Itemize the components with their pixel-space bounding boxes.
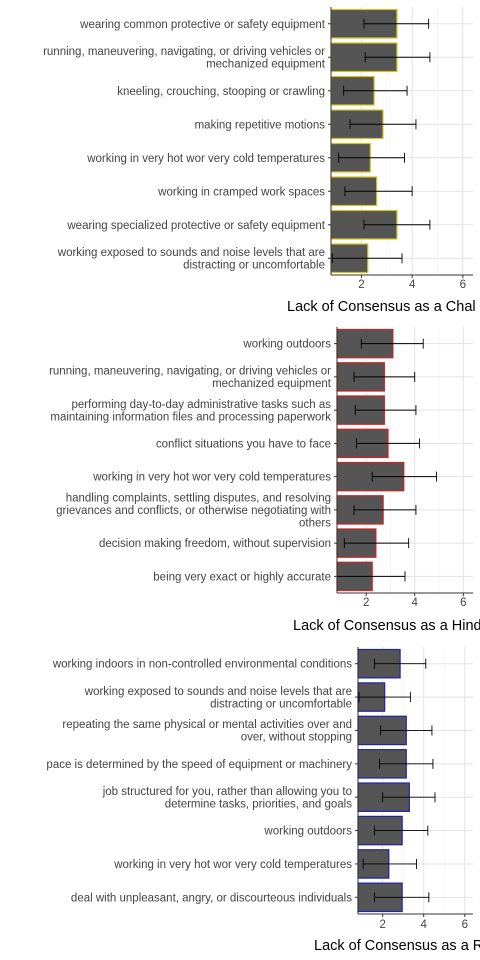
error-bar [363, 18, 430, 29]
category-label-line: working in very hot wor very cold temper… [86, 153, 325, 165]
category-label-line: working indoors in non-controlled enviro… [52, 659, 352, 671]
category-label-line: distracting or uncomfortable [210, 698, 352, 710]
category-label-line: working in very hot wor very cold temper… [92, 472, 331, 484]
category-label: working in very hot wor very cold temper… [113, 859, 352, 871]
category-label: working exposed to sounds and noise leve… [84, 686, 352, 711]
category-label: kneeling, crouching, stooping or crawlin… [117, 86, 325, 98]
category-label-line: pace is determined by the speed of equip… [46, 759, 352, 771]
category-label: pace is determined by the speed of equip… [46, 759, 352, 771]
category-label: deal with unpleasant, angry, or discourt… [71, 892, 352, 904]
category-label-line: over, without stopping [241, 732, 352, 744]
error-bar [373, 825, 429, 836]
error-bar [371, 471, 438, 482]
category-label: working outdoors [263, 826, 352, 838]
category-label-line: decision making freedom, without supervi… [99, 538, 331, 550]
category-label: conflict situations you have to face [156, 438, 331, 450]
error-bar [353, 504, 417, 515]
error-bar [344, 186, 413, 197]
error-bar [379, 758, 434, 769]
category-label-line: performing day-to-day administrative tas… [72, 399, 332, 411]
category-label: working indoors in non-controlled enviro… [52, 659, 352, 671]
category-label-line: maintaining information files and proces… [50, 411, 331, 423]
category-label-line: working exposed to sounds and noise leve… [57, 247, 325, 259]
category-label: working in very hot wor very cold temper… [86, 153, 325, 165]
category-label-line: grievances and conflicts, or otherwise n… [56, 505, 331, 517]
x-tick-label: 4 [421, 919, 428, 931]
category-label-line: kneeling, crouching, stooping or crawlin… [117, 86, 325, 98]
error-bar [353, 371, 416, 382]
category-label: working exposed to sounds and noise leve… [57, 247, 325, 272]
error-bar [355, 438, 421, 449]
error-bar [360, 338, 424, 349]
category-label: making repetitive motions [195, 119, 326, 131]
error-bar [343, 538, 410, 549]
category-label-line: job structured for you, rather than allo… [102, 786, 352, 798]
category-label-line: wearing common protective or safety equi… [79, 19, 326, 31]
x-axis-title: Lack of Consensus as a Hind [293, 618, 480, 634]
category-label-line: working in very hot wor very cold temper… [113, 859, 352, 871]
category-label-line: being very exact or highly accurate [153, 571, 331, 583]
category-label-line: wearing specialized protective or safety… [66, 220, 325, 232]
error-bar [354, 405, 417, 416]
x-axis-title: Lack of Consensus as a Re [314, 938, 480, 954]
category-label-line: handling complaints, settling disputes, … [66, 492, 331, 504]
category-label-line: running, maneuvering, navigating, or dri… [49, 366, 331, 378]
category-label-line: working outdoors [242, 339, 331, 351]
category-label-line: conflict situations you have to face [156, 438, 331, 450]
category-label: running, maneuvering, navigating, or dri… [43, 46, 326, 71]
error-bar [364, 52, 431, 63]
category-label-line: repeating the same physical or mental ac… [62, 719, 352, 731]
x-axis-title: Lack of Consensus as a Chal [287, 299, 476, 315]
error-bar [331, 253, 403, 264]
category-label: performing day-to-day administrative tas… [50, 399, 331, 424]
x-tick-label: 2 [363, 597, 369, 609]
chart-panel-3: working indoors in non-controlled enviro… [46, 647, 480, 954]
category-label: being very exact or highly accurate [153, 571, 331, 583]
category-label-line: distracting or uncomfortable [183, 260, 325, 272]
x-tick-label: 6 [460, 597, 466, 609]
x-tick-label: 4 [412, 597, 419, 609]
category-label-line: working in cramped work spaces [157, 186, 325, 198]
category-label: handling complaints, settling disputes, … [56, 492, 331, 529]
error-bar [338, 152, 405, 163]
category-label: running, maneuvering, navigating, or dri… [49, 366, 332, 391]
category-label-line: making repetitive motions [195, 119, 326, 131]
category-label: wearing specialized protective or safety… [66, 220, 325, 232]
error-bar [358, 692, 411, 703]
category-label-line: determine tasks, priorities, and goals [165, 798, 353, 810]
category-label-line: mechanized equipment [212, 378, 332, 390]
category-label-line: working outdoors [263, 826, 352, 838]
error-bar [382, 792, 436, 803]
category-label: repeating the same physical or mental ac… [62, 719, 352, 744]
error-bar [362, 858, 417, 869]
category-label: working in very hot wor very cold temper… [92, 472, 331, 484]
category-label: working outdoors [242, 339, 331, 351]
error-bar [380, 725, 433, 736]
category-label: wearing common protective or safety equi… [79, 19, 326, 31]
error-bar [349, 119, 417, 130]
x-tick-label: 4 [409, 279, 416, 291]
category-label-line: mechanized equipment [206, 59, 326, 71]
error-bar [363, 219, 431, 230]
category-label-line: others [299, 517, 331, 529]
chart-panel-2: working outdoors running, maneuvering, na… [49, 327, 480, 634]
x-tick-label: 6 [460, 279, 466, 291]
category-label-line: deal with unpleasant, angry, or discourt… [71, 892, 352, 904]
error-bar [373, 892, 430, 903]
error-bar [343, 85, 408, 96]
category-label-line: running, maneuvering, navigating, or dri… [43, 46, 325, 58]
x-tick-label: 6 [462, 919, 468, 931]
x-tick-label: 2 [379, 919, 385, 931]
category-label: decision making freedom, without supervi… [99, 538, 331, 550]
category-label: working in cramped work spaces [157, 186, 325, 198]
category-label: job structured for you, rather than allo… [102, 786, 353, 811]
error-bar [373, 658, 427, 669]
category-label-line: working exposed to sounds and noise leve… [84, 686, 352, 698]
x-tick-label: 2 [358, 279, 364, 291]
chart-panel-1: wearing common protective or safety equi… [43, 7, 476, 315]
